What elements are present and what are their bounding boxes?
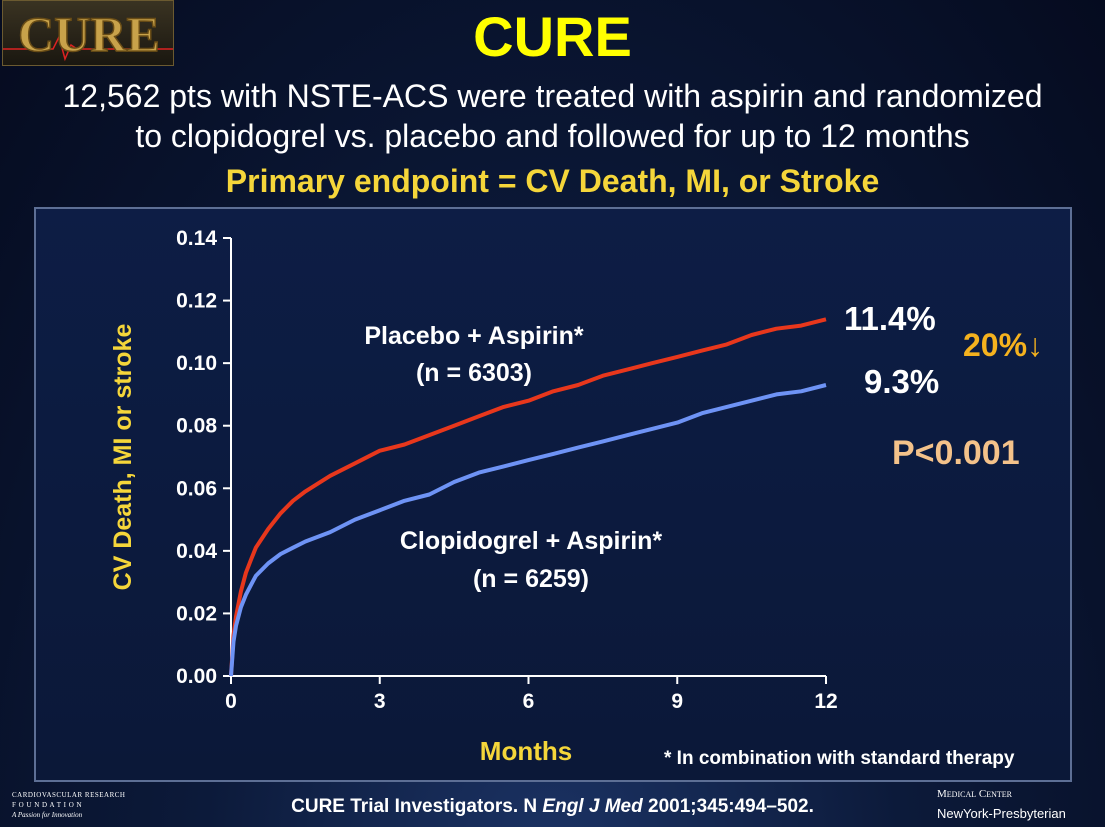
citation: CURE Trial Investigators. N Engl J Med 2… xyxy=(0,796,1105,818)
cure-logo-graphic: CURE xyxy=(3,5,173,63)
nyp-logo-line1: Medical Center xyxy=(937,788,1012,800)
placebo-series-label: Placebo + Aspirin* xyxy=(364,322,584,350)
crf-logo-tagline: A Passion for Innovation xyxy=(12,811,83,819)
y-tick-label: 0.06 xyxy=(176,477,217,500)
citation-journal: Engl J Med xyxy=(542,796,643,817)
nyp-logo: Medical Center NewYork-Presbyterian xyxy=(937,784,1066,824)
placebo-end-value: 11.4% xyxy=(844,300,936,337)
relative-reduction-label: 20%↓ xyxy=(963,327,1043,363)
x-tick-label: 9 xyxy=(671,690,683,713)
crf-logo-line2: F O U N D A T I O N xyxy=(12,801,83,809)
x-axis-label: Months xyxy=(480,736,572,766)
km-chart: 0.00 0.02 0.04 0.06 0.08 0.10 0.12 0.14 0 3 6 9 12 Mo… xyxy=(109,227,1043,766)
clopidogrel-line xyxy=(229,383,827,677)
y-tick-label: 0.10 xyxy=(176,352,217,375)
crf-logo-line1: CARDIOVASCULAR RESEARCH xyxy=(12,791,126,799)
y-tick-label: 0.04 xyxy=(176,540,217,563)
clopidogrel-series-label: Clopidogrel + Aspirin* xyxy=(400,527,663,555)
y-axis-label: CV Death, MI or stroke xyxy=(109,324,137,591)
nyp-logo-line2: NewYork-Presbyterian xyxy=(937,806,1066,821)
crf-logo: CARDIOVASCULAR RESEARCH F O U N D A T I … xyxy=(12,790,125,820)
x-tick-label: 3 xyxy=(374,690,386,713)
x-tick-label: 12 xyxy=(814,690,837,713)
placebo-n-label: (n = 6303) xyxy=(416,359,532,387)
cure-logo: CURE xyxy=(2,0,174,66)
p-value-label: P<0.001 xyxy=(892,434,1020,472)
slide-title: CURE xyxy=(473,5,632,68)
citation-prefix: CURE Trial Investigators. N xyxy=(291,796,543,817)
y-tick-label: 0.00 xyxy=(176,665,217,688)
citation-suffix: 2001;345:494–502. xyxy=(642,796,814,817)
chart-panel: 0.00 0.02 0.04 0.06 0.08 0.10 0.12 0.14 0 3 6 9 12 Mo… xyxy=(34,207,1072,782)
subtitle-line-2: to clopidogrel vs. placebo and followed … xyxy=(135,118,970,154)
subtitle-line-1: 12,562 pts with NSTE-ACS were treated wi… xyxy=(62,78,1043,114)
placebo-line xyxy=(229,317,827,677)
y-tick-label: 0.08 xyxy=(176,415,217,438)
y-tick-label: 0.12 xyxy=(176,290,217,313)
x-tick-label: 0 xyxy=(225,690,237,713)
y-tick-label: 0.14 xyxy=(176,227,217,250)
clopidogrel-end-value: 9.3% xyxy=(864,363,939,400)
slide-subtitle: 12,562 pts with NSTE-ACS were treated wi… xyxy=(0,76,1105,156)
footnote: * In combination with standard therapy xyxy=(664,748,1015,769)
primary-endpoint: Primary endpoint = CV Death, MI, or Stro… xyxy=(225,163,880,199)
clopidogrel-n-label: (n = 6259) xyxy=(473,565,589,593)
x-tick-label: 6 xyxy=(523,690,535,713)
ecg-trace xyxy=(3,34,173,62)
y-tick-label: 0.02 xyxy=(176,602,217,625)
cure-logo-text: CURE xyxy=(18,6,160,62)
